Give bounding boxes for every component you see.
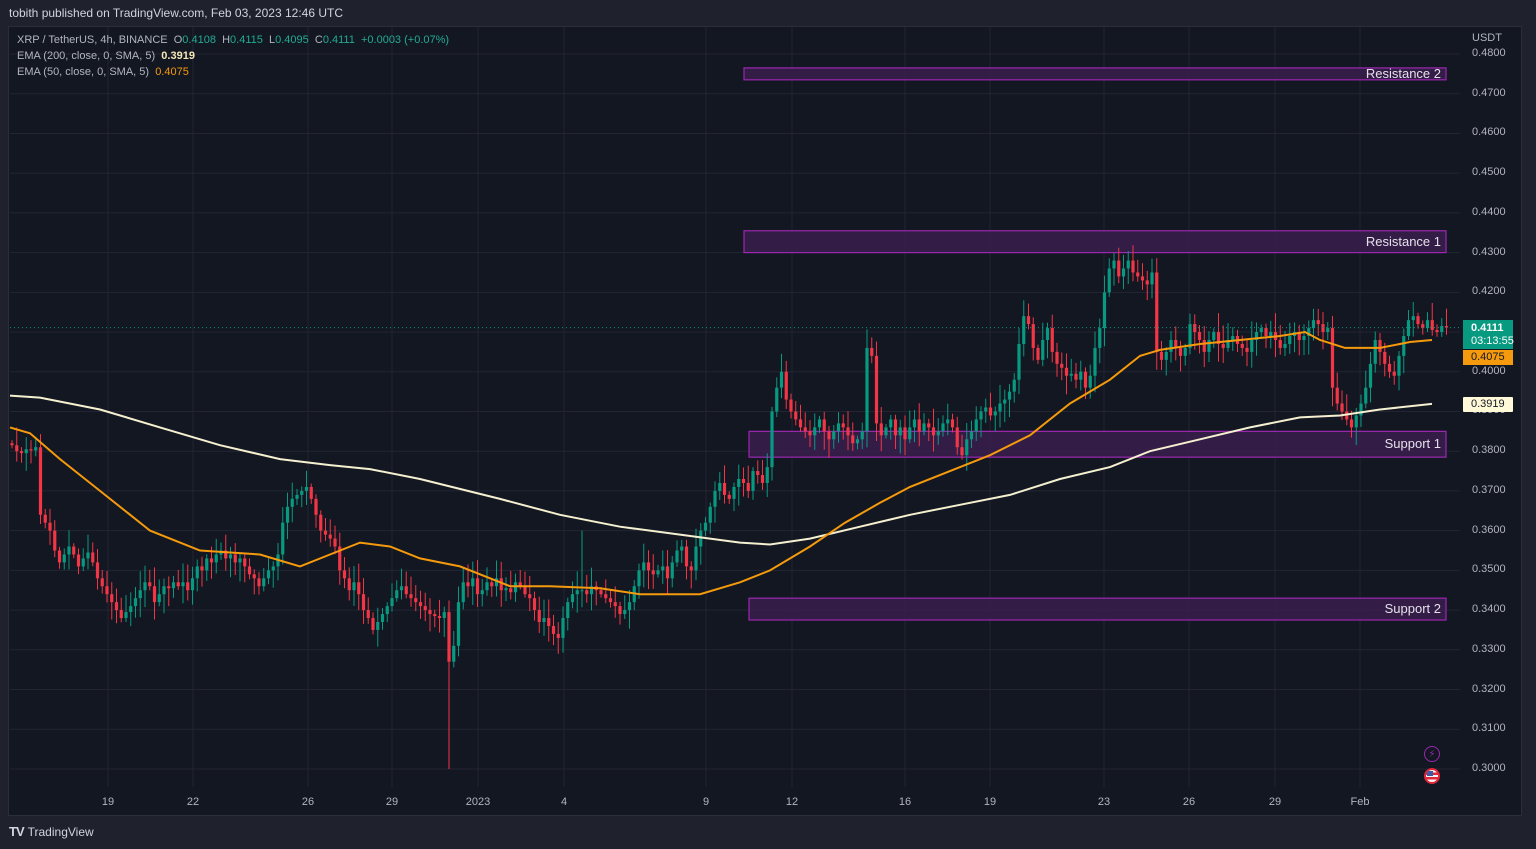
price-tick-label: 0.3000 xyxy=(1472,761,1506,774)
open-value: 0.4108 xyxy=(182,34,216,46)
ema50-label: EMA (50, close, 0, SMA, 5) xyxy=(17,66,150,78)
tradingview-footer[interactable]: TV TradingView xyxy=(9,824,94,839)
chart-legend: XRP / TetherUS, 4h, BINANCE O0.4108 H0.4… xyxy=(17,32,449,80)
price-tick-label: 0.3500 xyxy=(1472,563,1506,576)
lightning-icon[interactable]: ⚡︎ xyxy=(1424,746,1440,762)
zone-label-support-1[interactable]: Support 1 xyxy=(1384,436,1441,452)
price-tick-label: 0.3100 xyxy=(1472,722,1506,735)
zone-label-resistance-1[interactable]: Resistance 1 xyxy=(1365,233,1441,249)
date-tick-label: 26 xyxy=(301,796,315,808)
date-tick-label: 16 xyxy=(898,796,912,808)
currency-unit-label: USDT xyxy=(1472,32,1502,44)
date-tick-label: 26 xyxy=(1182,796,1196,808)
zone-label-resistance-2[interactable]: Resistance 2 xyxy=(1365,65,1441,81)
tradingview-logo-icon: TV xyxy=(9,824,25,839)
date-tick-label: 23 xyxy=(1097,796,1111,808)
zone-label-support-2[interactable]: Support 2 xyxy=(1384,601,1441,617)
price-tick-label: 0.4200 xyxy=(1472,285,1506,298)
price-tick-label: 0.4600 xyxy=(1472,126,1506,139)
ema200-label: EMA (200, close, 0, SMA, 5) xyxy=(17,50,156,62)
price-tick-label: 0.4400 xyxy=(1472,205,1506,218)
price-tick-label: 0.4800 xyxy=(1472,47,1506,59)
high-value: 0.4115 xyxy=(230,34,263,46)
price-tick-label: 0.3200 xyxy=(1472,682,1506,695)
date-tick-label: 19 xyxy=(983,796,997,808)
close-value: 0.4111 xyxy=(322,34,355,46)
ema200-value: 0.3919 xyxy=(161,50,195,62)
price-tick-label: 0.4000 xyxy=(1472,364,1506,377)
date-tick-label: 9 xyxy=(702,796,710,808)
ema200-legend-row[interactable]: EMA (200, close, 0, SMA, 5) 0.3919 xyxy=(17,48,449,64)
us-flag-event-icon[interactable] xyxy=(1424,768,1440,784)
publisher-bar: tobith published on TradingView.com, Feb… xyxy=(0,0,1536,26)
symbol-label: XRP / TetherUS, 4h, BINANCE xyxy=(17,34,168,46)
brand-name: TradingView xyxy=(27,824,94,839)
price-tick-label: 0.3400 xyxy=(1472,603,1506,616)
publisher-text: tobith published on TradingView.com, Feb… xyxy=(9,6,343,20)
ema50-legend-row[interactable]: EMA (50, close, 0, SMA, 5) 0.4075 xyxy=(17,64,449,80)
ema50-price-tag: 0.4075 xyxy=(1463,350,1513,365)
date-tick-label: 22 xyxy=(186,796,200,808)
price-tick-label: 0.4700 xyxy=(1472,86,1506,99)
price-tick-label: 0.3700 xyxy=(1472,483,1506,496)
chart-frame[interactable] xyxy=(8,26,1522,816)
ema50-value: 0.4075 xyxy=(155,66,189,78)
date-tick-label: 12 xyxy=(785,796,799,808)
price-tick-label: 0.3300 xyxy=(1472,642,1506,655)
ema200-price-tag: 0.3919 xyxy=(1463,397,1513,412)
bar-countdown: 03:13:55 xyxy=(1471,335,1514,347)
price-tick-label: 0.3600 xyxy=(1472,523,1506,536)
date-tick-label: Feb xyxy=(1350,796,1370,808)
current-price-tag: 0.4111 03:13:55 xyxy=(1463,320,1514,349)
date-tick-label: 19 xyxy=(101,796,115,808)
date-tick-label: 29 xyxy=(385,796,399,808)
price-tick-label: 0.4500 xyxy=(1472,166,1506,179)
current-price: 0.4111 xyxy=(1471,322,1504,334)
date-tick-label: 29 xyxy=(1268,796,1282,808)
price-tick-label: 0.3800 xyxy=(1472,444,1506,457)
price-tick-label: 0.4300 xyxy=(1472,245,1506,258)
low-value: 0.4095 xyxy=(275,34,309,46)
date-tick-label: 2023 xyxy=(465,796,491,808)
date-tick-label: 4 xyxy=(560,796,568,808)
change-value: +0.0003 (+0.07%) xyxy=(360,34,450,46)
symbol-legend-row[interactable]: XRP / TetherUS, 4h, BINANCE O0.4108 H0.4… xyxy=(17,34,450,46)
